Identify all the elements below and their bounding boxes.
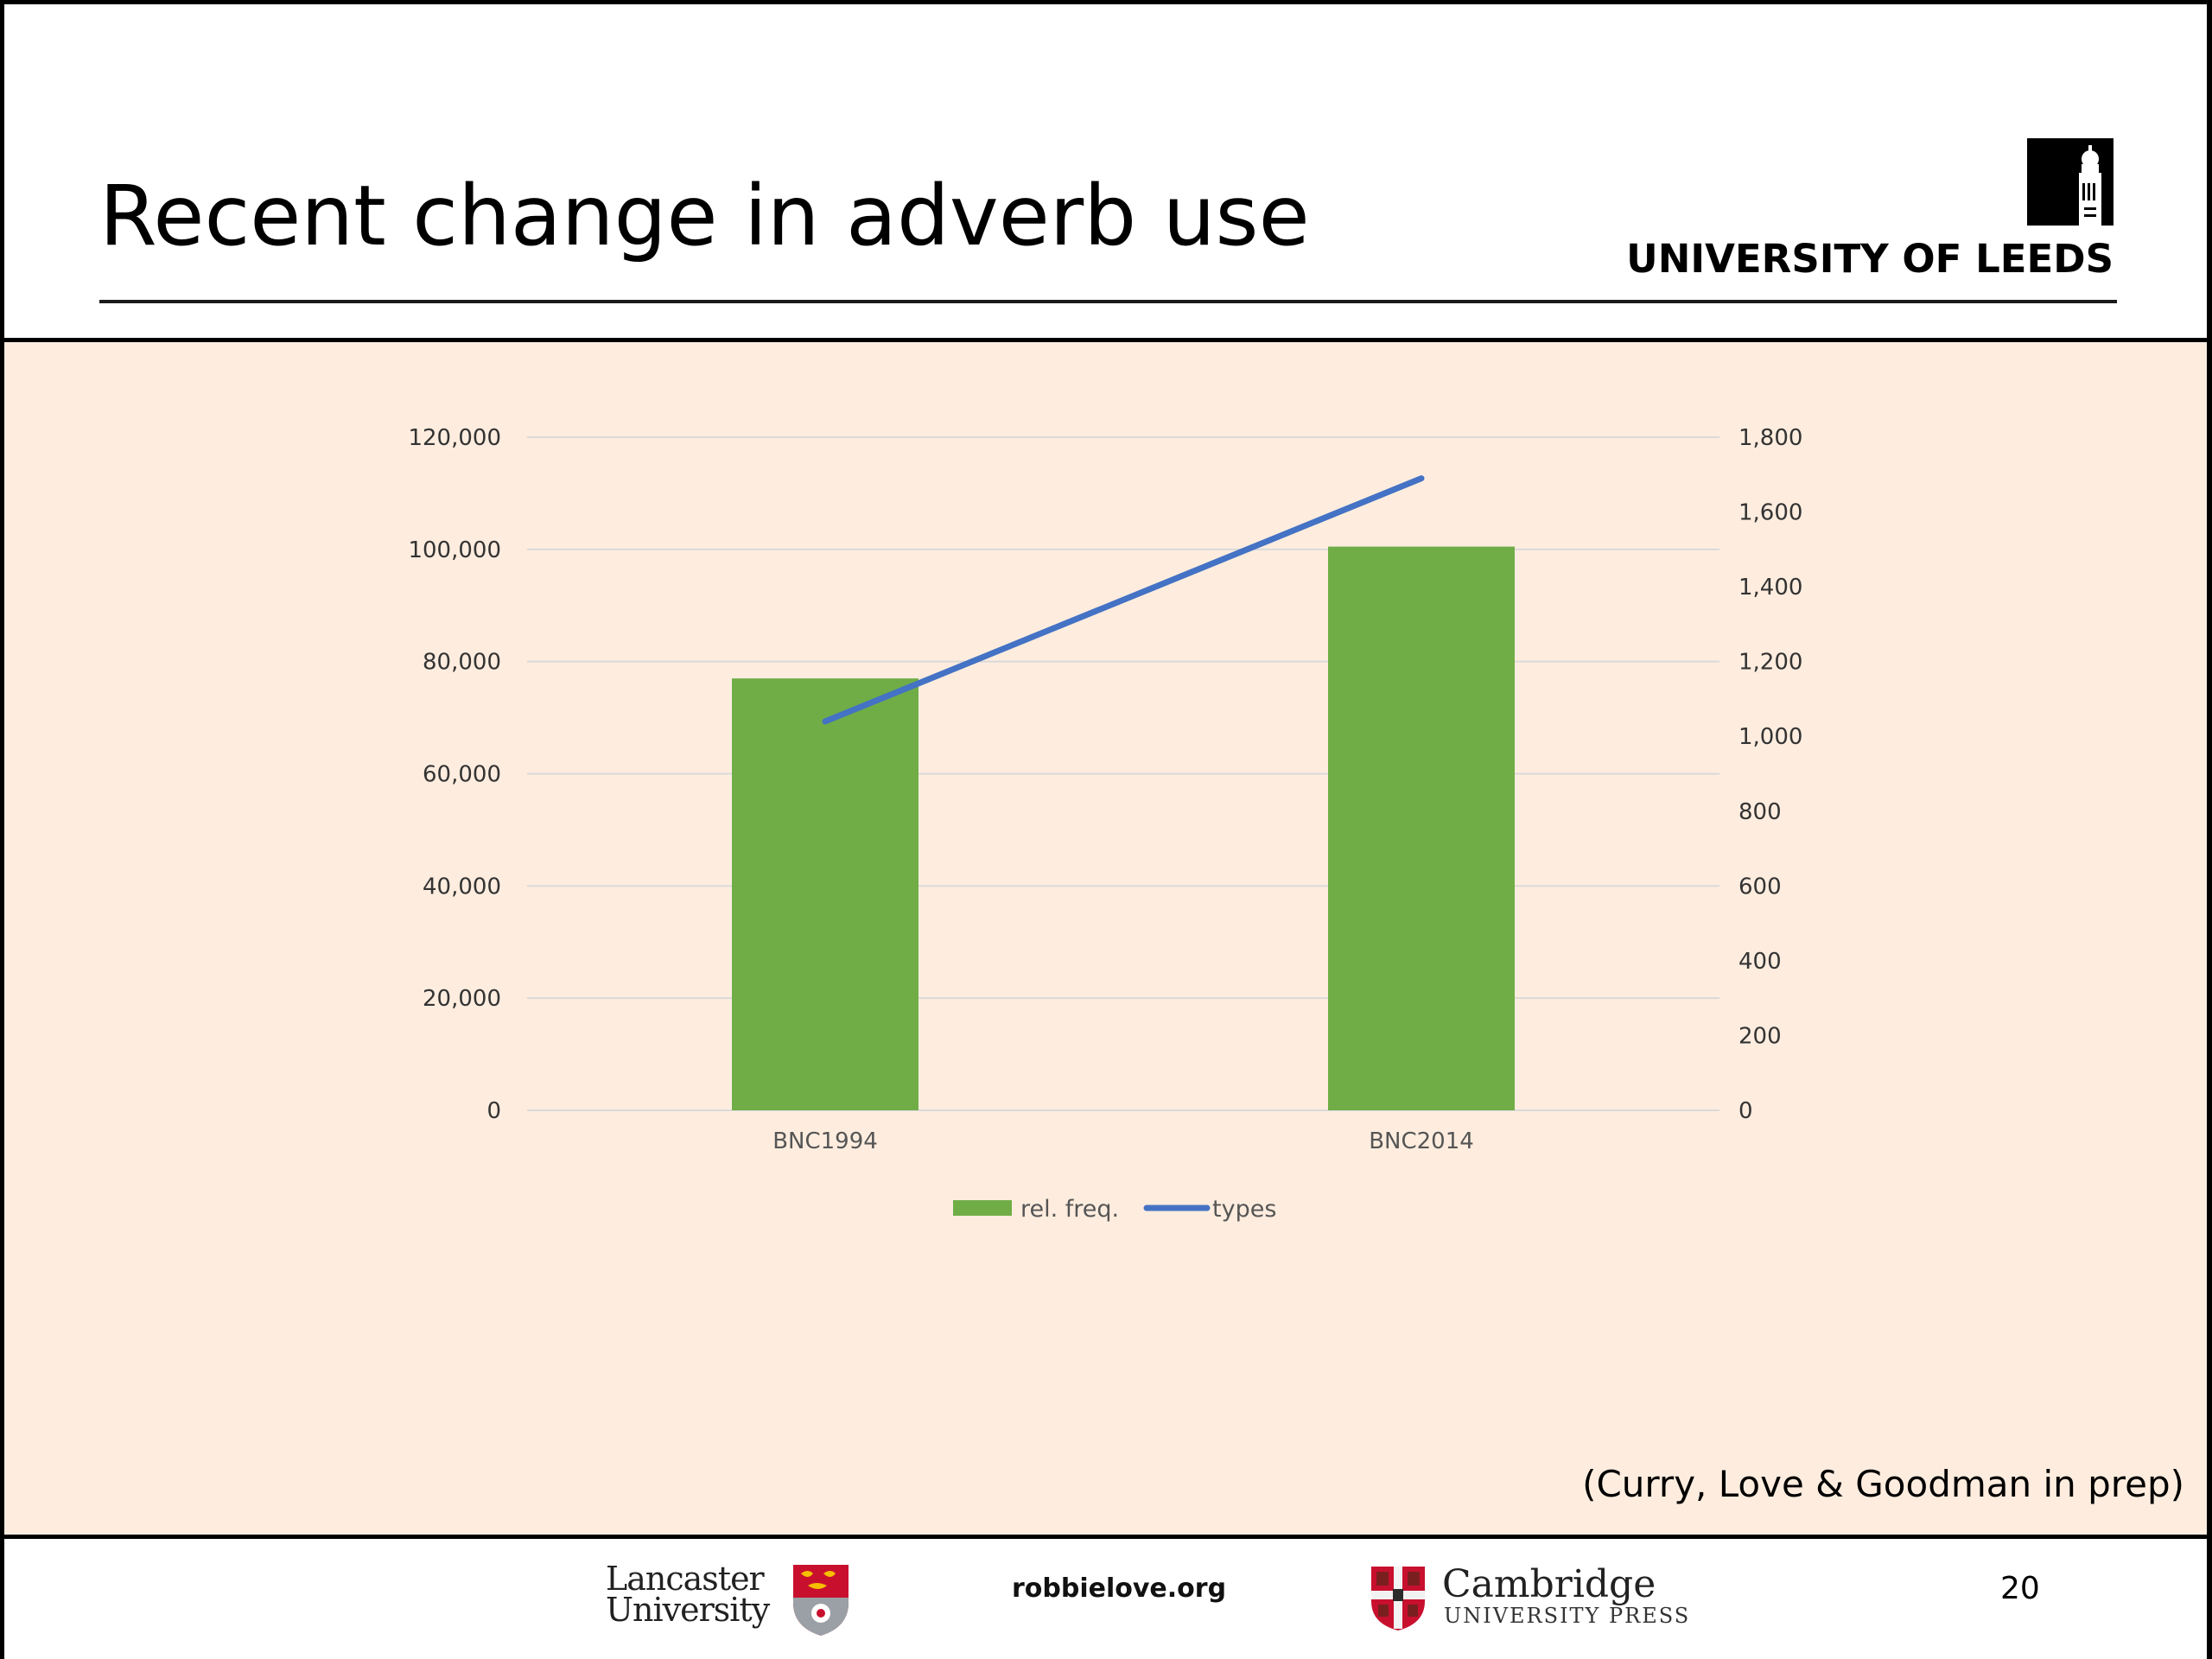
left-axis-labels: 0 20,000 40,000 60,000 80,000 100,000 120,000 [408,425,501,1124]
left-axis-tick-label: 120,000 [408,425,501,451]
right-axis-tick-label: 400 [1738,949,1782,975]
lancaster-text-line1: Lancaster [606,1560,765,1598]
right-axis-labels: 0 200 400 600 800 1,000 1,200 1,400 1,600 1,800 [1738,425,1802,1124]
left-axis-tick-label: 0 [486,1098,501,1124]
left-axis-tick-label: 20,000 [423,986,501,1012]
bars [732,546,1515,1110]
left-axis-tick-label: 60,000 [423,762,501,788]
category-label: BNC1994 [772,1128,878,1154]
right-axis-tick-label: 200 [1738,1023,1782,1049]
legend-label-types: types [1212,1196,1276,1223]
lancaster-text-line2: University [606,1591,770,1629]
cambridge-crest-icon [1371,1567,1425,1630]
page-number: 20 [2000,1571,2040,1606]
legend-swatch-rel-freq [953,1200,1012,1216]
slide-footer: Lancaster University robbielove.org [4,1539,2207,1659]
category-label: BNC2014 [1369,1128,1474,1154]
combo-chart: 020,00040,00060,00080,000100,000120,000 … [408,425,1802,1223]
slide-content: 0 20,000 40,000 60,000 80,000 100,000 120,000 … [4,342,2207,1535]
cambridge-name: Cambridge [1442,1562,1656,1606]
gridlines [527,436,1719,1111]
slide-title: Recent change in adverb use [99,168,1310,264]
logo-text: UNIVERSITY OF LEEDS [1626,236,2113,282]
right-axis-tick-label: 800 [1738,799,1782,825]
right-axis-tick-label: 0 [1738,1098,1753,1124]
left-axis-tick-label: 40,000 [423,874,501,899]
types-line [822,475,1425,725]
cambridge-press-label: UNIVERSITY PRESS [1444,1604,1691,1628]
right-axis-tick-label: 1,800 [1738,425,1802,451]
slide-header: Recent change in adverb use UNIVERSITY O… [4,4,2207,338]
left-axis-tick-label: 80,000 [423,650,501,676]
category-labels: BNC1994 BNC2014 [772,1128,1474,1154]
right-axis-tick-label: 1,600 [1738,500,1802,526]
title-underline [99,300,2117,303]
lancaster-university-logo: Lancaster University [606,1560,856,1637]
website-label: robbielove.org [1012,1573,1227,1604]
legend-label-rel-freq: rel. freq. [1020,1196,1119,1223]
bar-bnc2014 [1328,546,1515,1110]
legend: rel. freq. types [953,1196,1276,1223]
right-axis-tick-label: 1,000 [1738,724,1802,750]
types-line-series [822,475,1425,725]
right-axis-tick-label: 600 [1738,874,1782,899]
citation: (Curry, Love & Goodman in prep) [1582,1463,2184,1505]
right-axis-tick-label: 1,200 [1738,650,1802,676]
left-axis-tick-label: 100,000 [408,537,501,563]
right-axis-tick-label: 1,400 [1738,575,1802,601]
university-of-leeds-logo: UNIVERSITY OF LEEDS [1595,138,2113,285]
bar-bnc1994 [732,678,918,1110]
leeds-tower-icon [2027,138,2113,226]
cambridge-university-press-logo: Cambridge UNIVERSITY PRESS [1370,1565,1689,1634]
lancaster-crest-icon [793,1565,849,1636]
